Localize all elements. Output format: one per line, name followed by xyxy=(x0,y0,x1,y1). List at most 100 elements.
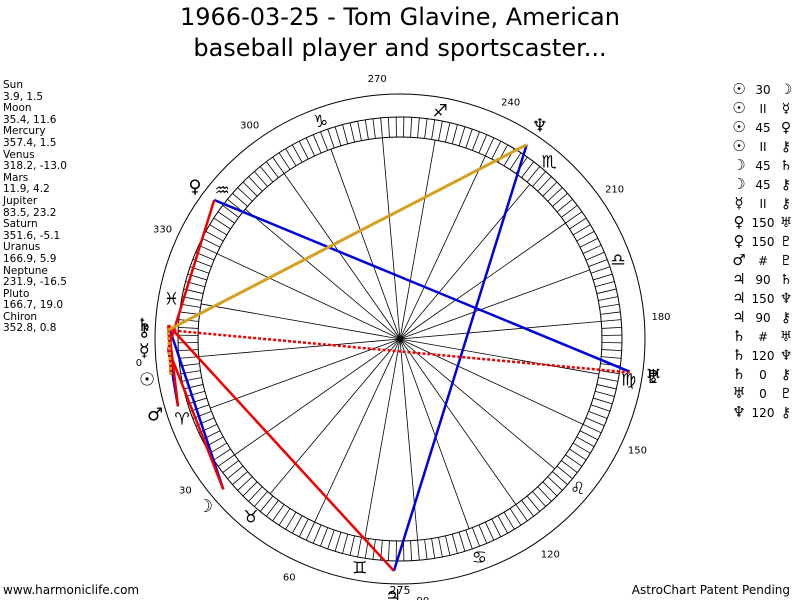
aspect-angle: 120 xyxy=(751,406,775,420)
aspect-planet-glyph: ♆ xyxy=(779,291,793,307)
planet-values-uranus: 166.9, 5.9 xyxy=(3,252,57,265)
degree-tick xyxy=(305,137,315,157)
degree-tick xyxy=(599,303,620,308)
degree-tick xyxy=(582,244,602,254)
aspect-planet-glyph: ⚷ xyxy=(780,367,792,383)
aspect-angle: 0 xyxy=(759,387,767,401)
planet-name-pluto: Pluto xyxy=(3,287,30,300)
degree-tick xyxy=(596,384,617,390)
aspect-angle: 90 xyxy=(755,273,771,287)
degree-tick xyxy=(445,535,451,556)
wheel-spoke xyxy=(200,303,401,340)
planet-values-venus: 318.2, -13.0 xyxy=(3,160,67,173)
aspect-angle: 30 xyxy=(755,83,771,97)
degree-tick xyxy=(372,118,376,139)
degree-tick xyxy=(561,205,578,218)
degree-tick xyxy=(349,122,355,143)
degree-tick xyxy=(298,518,309,537)
chart-title-line-2: baseball player and sportscaster... xyxy=(193,34,607,62)
aspect-angle: 150 xyxy=(751,292,775,306)
wheel-spoke xyxy=(269,338,401,494)
degree-label: 30 xyxy=(179,485,192,496)
aspect-row: ♅ 0 ♇ xyxy=(729,384,795,403)
degree-tick xyxy=(598,296,618,301)
degree-tick xyxy=(232,193,248,207)
planet-values-mercury: 357.4, 1.5 xyxy=(3,136,57,149)
planet-venus-icon: ♀ xyxy=(188,177,201,198)
aspect-angle: 90 xyxy=(755,311,771,325)
aspect-row: ♂ # ♇ xyxy=(729,251,795,270)
planet-neptune-icon: ♆ xyxy=(532,116,548,137)
degree-tick xyxy=(588,259,608,267)
aspect-planet-glyph: ♀ xyxy=(733,232,745,250)
sign-libra-icon: ♎ xyxy=(610,251,625,271)
aspect-line-venus-mercury xyxy=(167,199,216,350)
aspect-row: ♄ # ♅ xyxy=(729,327,795,346)
degree-tick xyxy=(491,141,502,160)
degree-tick xyxy=(561,460,578,473)
planet-name-mercury: Mercury xyxy=(3,125,46,138)
degree-label: 270 xyxy=(368,74,387,85)
planet-name-saturn: Saturn xyxy=(3,218,38,231)
aspect-angle: 45 xyxy=(755,178,771,192)
aspect-planet-glyph: ♄ xyxy=(732,346,746,364)
degree-tick xyxy=(285,148,297,167)
aspect-row: ☿ II ⚷ xyxy=(729,194,795,213)
aspect-planet-glyph: ♄ xyxy=(779,272,793,288)
degree-tick xyxy=(515,504,528,522)
degree-tick xyxy=(593,397,613,405)
degree-tick xyxy=(503,511,515,530)
degree-tick xyxy=(272,504,285,522)
degree-tick xyxy=(532,491,546,507)
degree-tick xyxy=(178,326,199,329)
degree-tick xyxy=(187,397,207,405)
degree-tick xyxy=(438,121,443,141)
degree-tick xyxy=(254,171,268,187)
degree-tick xyxy=(205,231,224,242)
planet-values-pluto: 166.7, 19.0 xyxy=(3,299,64,312)
degree-tick xyxy=(417,540,420,561)
degree-tick xyxy=(198,244,218,254)
aspect-row: ♀ 150 ♇ xyxy=(729,232,795,251)
degree-label: 120 xyxy=(541,550,560,561)
planet-name-venus: Venus xyxy=(3,148,35,161)
degree-tick xyxy=(532,171,546,187)
aspect-planet-glyph: ♅ xyxy=(779,329,793,345)
planet-name-chiron: Chiron xyxy=(3,310,38,323)
planet-chiron-icon: ⚷ xyxy=(138,320,151,341)
degree-tick xyxy=(590,266,611,274)
degree-tick xyxy=(526,495,541,512)
wheel-spoke xyxy=(381,137,401,340)
degree-tick xyxy=(222,205,239,218)
aspect-line-moon-mercury xyxy=(167,348,225,490)
degree-tick xyxy=(485,137,495,157)
degree-tick xyxy=(213,448,231,461)
aspect-planet-glyph: ⚷ xyxy=(780,196,792,212)
degree-tick xyxy=(417,117,420,138)
aspect-row: ☉ 30 ☽ xyxy=(729,80,795,99)
degree-tick xyxy=(327,529,335,550)
aspect-planet-glyph: ♃ xyxy=(732,289,746,307)
degree-tick xyxy=(424,118,428,139)
aspect-planet-glyph: ⚷ xyxy=(780,310,792,326)
degree-tick xyxy=(320,527,328,547)
sign-sagittarius-icon: ♐ xyxy=(433,102,448,122)
degree-label: 330 xyxy=(153,224,172,235)
degree-tick xyxy=(380,117,383,138)
aspect-planet-glyph: ♄ xyxy=(732,327,746,345)
planet-values-chiron: 352.8, 0.8 xyxy=(3,322,57,335)
wheel-spoke xyxy=(399,338,584,425)
degree-tick xyxy=(569,448,587,461)
aspect-planet-glyph: ♇ xyxy=(779,386,793,402)
aspect-angle: 45 xyxy=(755,121,771,135)
degree-tick xyxy=(451,124,458,144)
sign-leo-icon: ♌ xyxy=(570,479,585,499)
degree-tick xyxy=(585,251,605,261)
degree-tick xyxy=(595,390,615,397)
degree-tick xyxy=(278,152,291,170)
wheel-spoke xyxy=(399,184,531,340)
degree-tick xyxy=(572,442,591,454)
degree-tick xyxy=(601,349,622,352)
wheel-spoke xyxy=(399,338,470,529)
